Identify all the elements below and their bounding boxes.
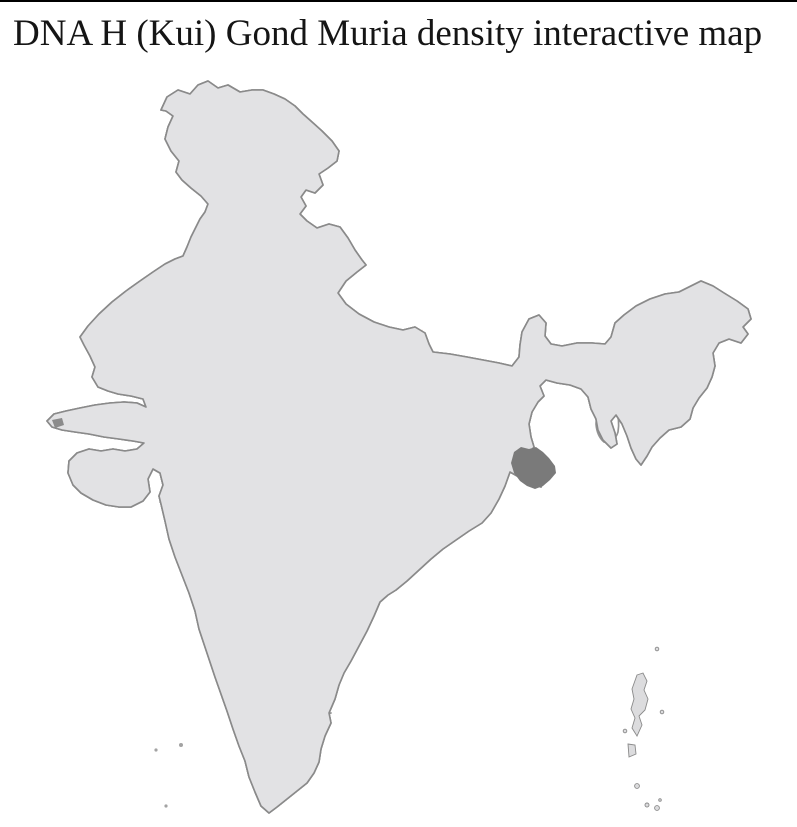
top-border-line xyxy=(0,0,797,2)
andaman-nicobar-islands[interactable] xyxy=(622,646,665,811)
sundarbans-delta-patch xyxy=(511,447,556,489)
lakshadweep-islands[interactable] xyxy=(154,743,183,808)
page-title: DNA H (Kui) Gond Muria density interacti… xyxy=(13,13,763,54)
kutch-islet xyxy=(52,418,64,428)
